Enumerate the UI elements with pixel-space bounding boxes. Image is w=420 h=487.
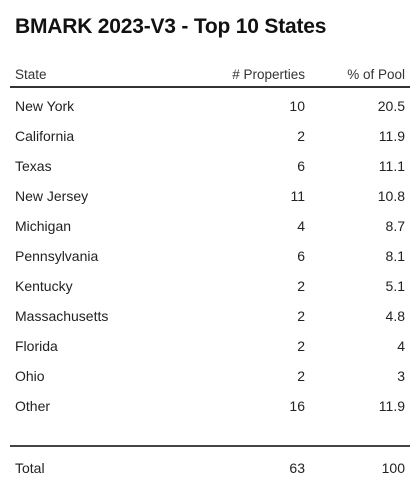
row-state: Ohio: [15, 368, 45, 384]
row-pool: 3: [397, 368, 405, 384]
row-pool: 11.9: [379, 128, 405, 144]
row-properties: 10: [289, 98, 305, 114]
table-row: Ohio 2 3: [10, 361, 410, 391]
row-state: New Jersey: [15, 188, 88, 204]
row-state: Other: [15, 398, 50, 414]
row-properties: 2: [297, 368, 305, 384]
row-pool: 4.8: [386, 308, 405, 324]
table-header: State # Properties % of Pool: [10, 60, 410, 88]
row-state: California: [15, 128, 74, 144]
row-pool: 20.5: [378, 98, 405, 114]
row-state: New York: [15, 98, 74, 114]
total-row: Total 63 100: [10, 456, 410, 486]
row-state: Michigan: [15, 218, 71, 234]
row-state: Kentucky: [15, 278, 73, 294]
table-row: Pennsylvania 6 8.1: [10, 241, 410, 271]
total-properties: 63: [289, 460, 305, 476]
row-pool: 8.1: [386, 248, 405, 264]
total-separator: [10, 445, 410, 447]
row-properties: 11: [290, 188, 305, 204]
row-properties: 6: [297, 248, 305, 264]
table-row: Michigan 4 8.7: [10, 211, 410, 241]
table-row: New Jersey 11 10.8: [10, 181, 410, 211]
row-pool: 8.7: [386, 218, 405, 234]
total-label: Total: [15, 460, 45, 476]
row-properties: 6: [297, 158, 305, 174]
row-pool: 11.1: [379, 158, 405, 174]
row-properties: 2: [297, 338, 305, 354]
table-row: Other 16 11.9: [10, 391, 410, 421]
row-state: Florida: [15, 338, 58, 354]
table-row: California 2 11.9: [10, 121, 410, 151]
row-pool: 5.1: [386, 278, 405, 294]
header-state: State: [15, 67, 47, 82]
header-pool: % of Pool: [347, 67, 405, 82]
row-state: Texas: [15, 158, 52, 174]
row-properties: 4: [297, 218, 305, 234]
row-properties: 2: [297, 308, 305, 324]
row-state: Pennsylvania: [15, 248, 98, 264]
row-properties: 2: [297, 128, 305, 144]
row-state: Massachusetts: [15, 308, 108, 324]
table-row: New York 10 20.5: [10, 91, 410, 121]
row-pool: 10.8: [378, 188, 405, 204]
row-properties: 16: [289, 398, 305, 414]
table-row: Massachusetts 2 4.8: [10, 301, 410, 331]
header-properties: # Properties: [232, 67, 305, 82]
table-row: Kentucky 2 5.1: [10, 271, 410, 301]
row-properties: 2: [297, 278, 305, 294]
table-row: Texas 6 11.1: [10, 151, 410, 181]
row-pool: 11.9: [379, 398, 405, 414]
total-pool: 100: [382, 460, 405, 476]
page-title: BMARK 2023-V3 - Top 10 States: [15, 15, 326, 39]
row-pool: 4: [397, 338, 405, 354]
table-row: Florida 2 4: [10, 331, 410, 361]
